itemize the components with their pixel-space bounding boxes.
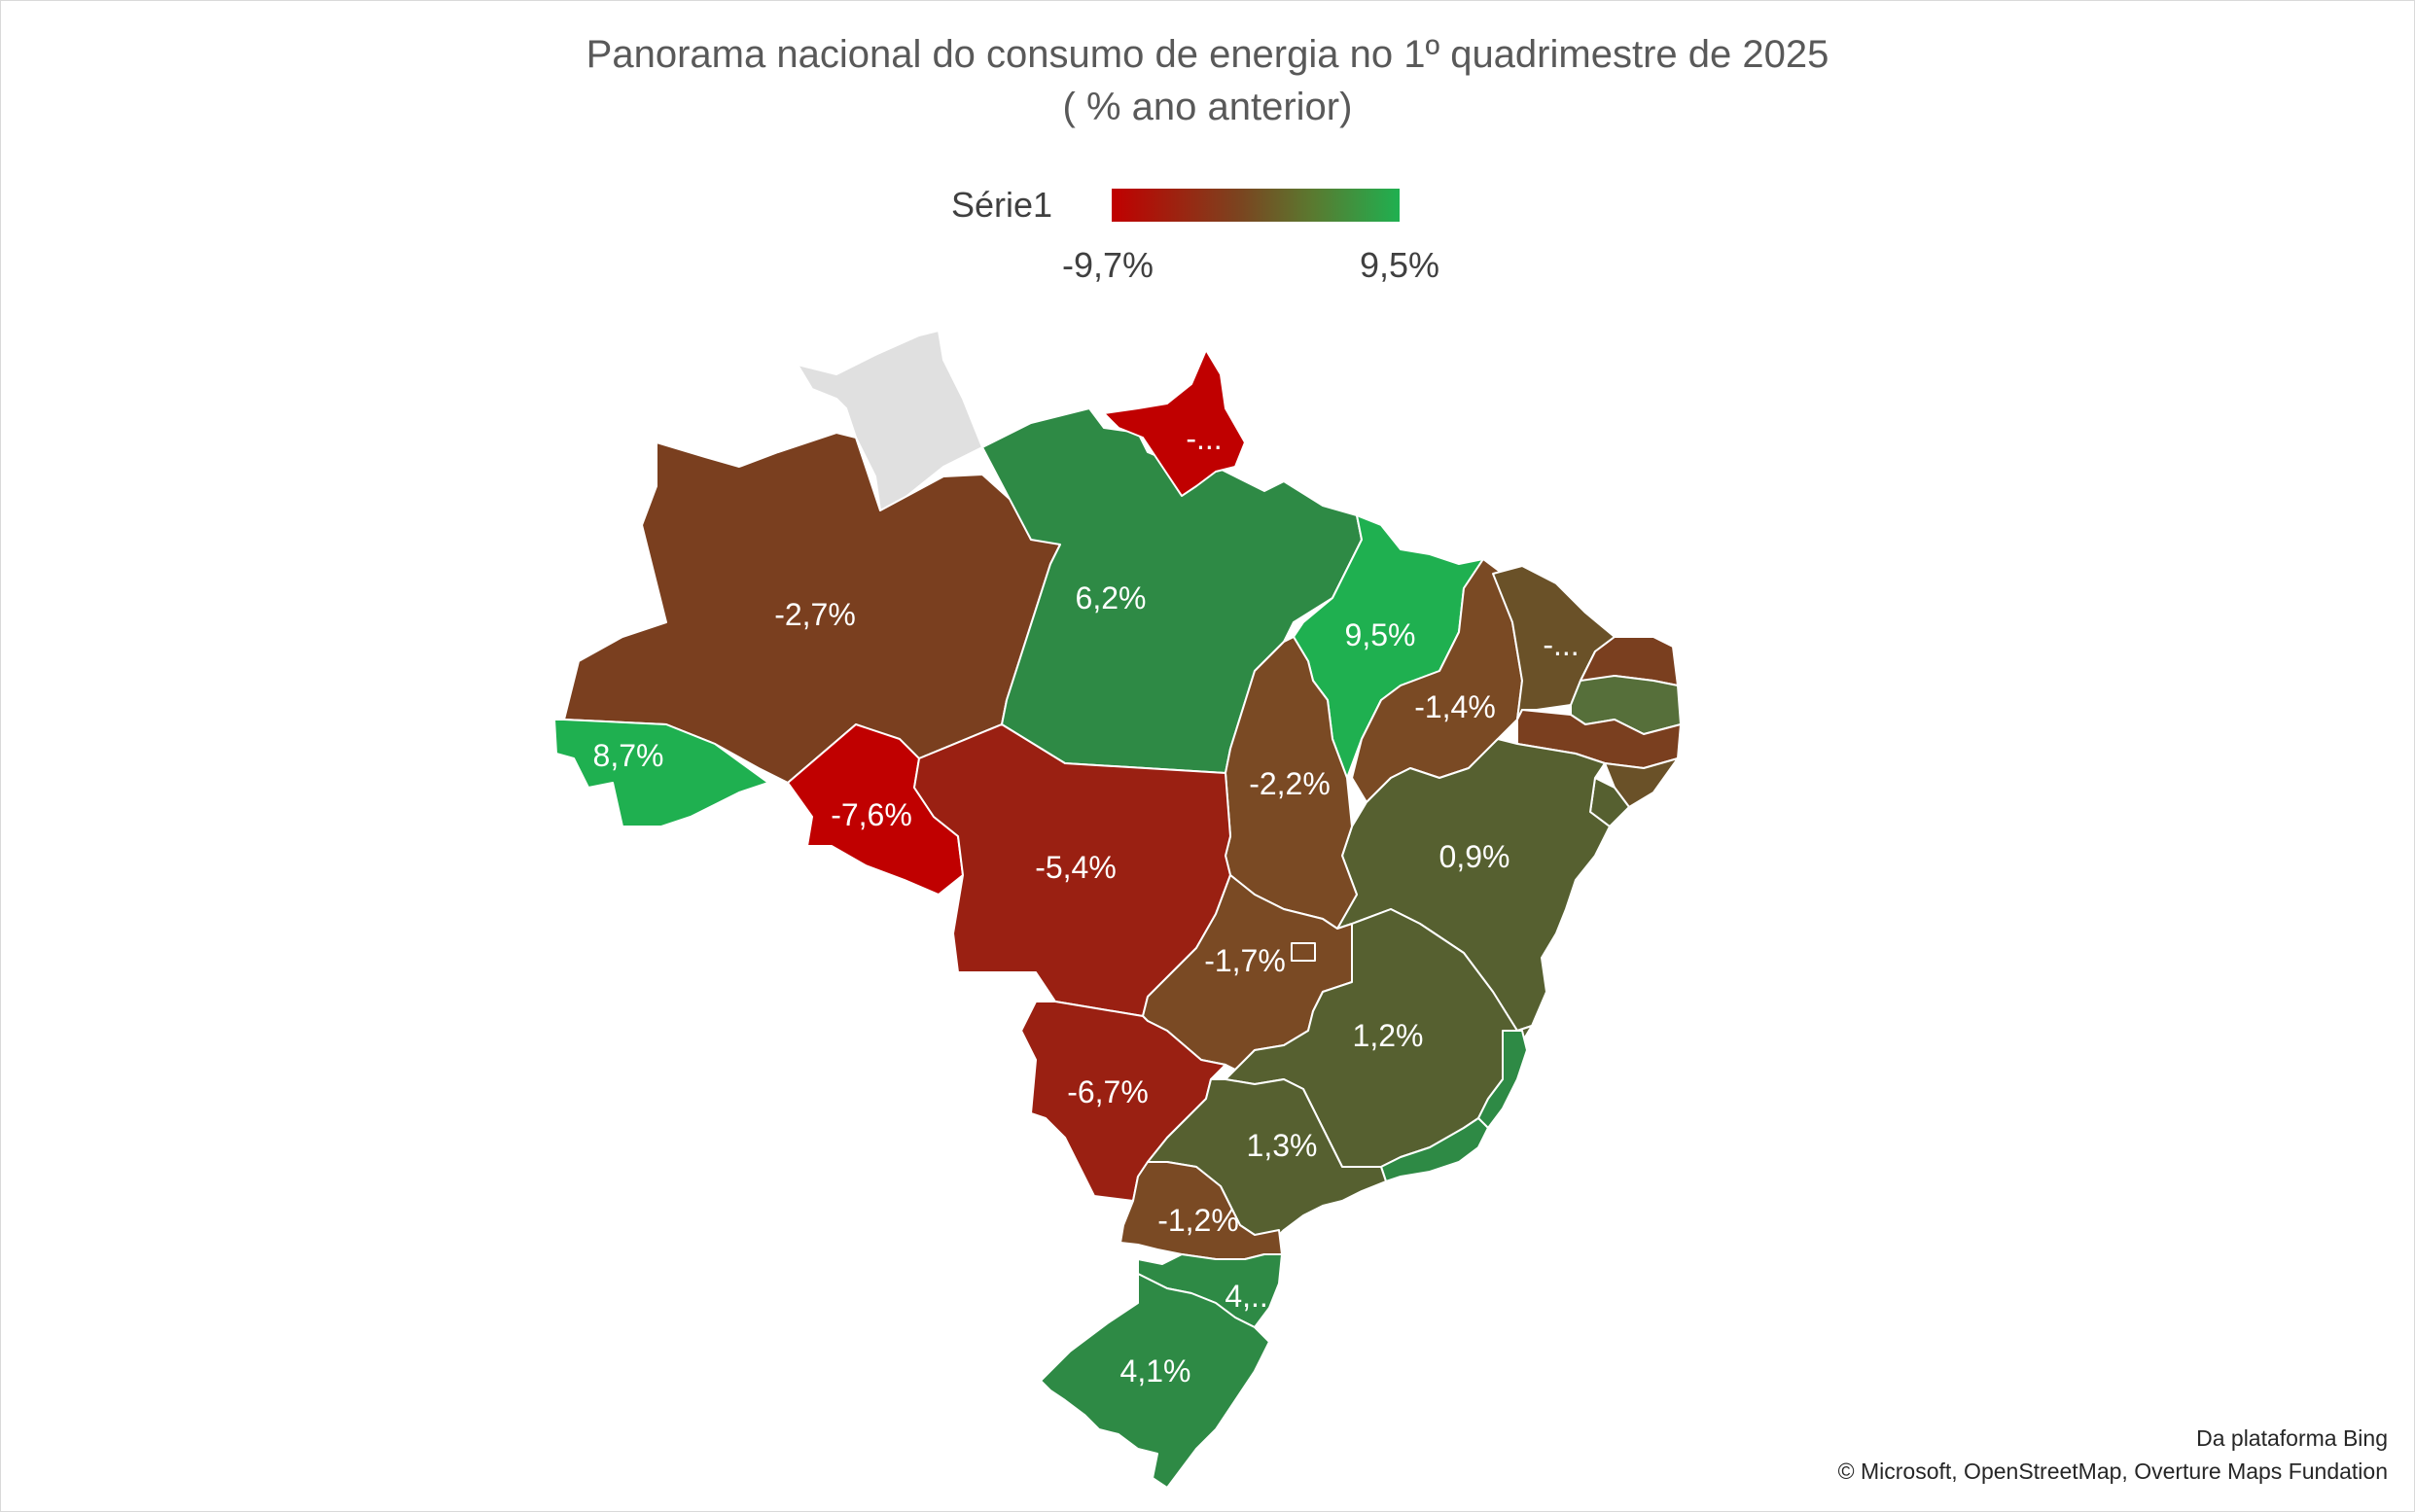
label-ceara: -... xyxy=(1543,627,1579,662)
label-amapa: -... xyxy=(1186,421,1222,456)
label-parana: -1,2% xyxy=(1157,1203,1239,1238)
legend-max-label: 9,5% xyxy=(1360,245,1440,285)
chart-subtitle: ( % ano anterior) xyxy=(1062,86,1353,128)
label-amazonas: -2,7% xyxy=(774,597,856,632)
legend-color-scale xyxy=(1112,189,1400,222)
state-acre[interactable] xyxy=(553,719,769,827)
state-parana[interactable] xyxy=(1119,1161,1283,1260)
label-sao-paulo: 1,3% xyxy=(1247,1128,1318,1163)
label-piaui: -1,4% xyxy=(1414,689,1496,724)
label-mato-grosso-do-sul: -6,7% xyxy=(1067,1074,1149,1109)
state-amapa[interactable] xyxy=(1103,349,1246,497)
chart-title: Panorama nacional do consumo de energia … xyxy=(586,33,1829,76)
label-maranhao: 9,5% xyxy=(1345,617,1416,652)
legend-series-name: Série1 xyxy=(951,185,1053,225)
label-mato-grosso: -5,4% xyxy=(1035,850,1117,885)
legend-min-label: -9,7% xyxy=(1062,245,1154,285)
state-rio-de-janeiro[interactable] xyxy=(1380,1117,1489,1182)
state-espirito-santo[interactable] xyxy=(1477,1030,1528,1129)
label-rio-grande-do-sul: 4,1% xyxy=(1120,1354,1191,1389)
label-goias: -1,7% xyxy=(1204,943,1286,978)
state-roraima[interactable] xyxy=(797,330,983,511)
map-attribution-source: Da plataforma Bing xyxy=(2196,1425,2388,1451)
label-tocantins: -2,2% xyxy=(1249,766,1331,801)
state-distrito-federal[interactable] xyxy=(1291,942,1316,962)
label-rondonia: -7,6% xyxy=(831,797,912,832)
state-rio-grande-do-sul[interactable] xyxy=(1040,1273,1270,1489)
label-santa-catarina: 4,... xyxy=(1225,1279,1276,1314)
label-minas-gerais: 1,2% xyxy=(1353,1018,1424,1053)
map-attribution-copyright: © Microsoft, OpenStreetMap, Overture Map… xyxy=(1837,1459,2388,1484)
label-para: 6,2% xyxy=(1076,580,1147,615)
label-acre: 8,7% xyxy=(593,738,664,773)
label-bahia: 0,9% xyxy=(1439,839,1510,874)
